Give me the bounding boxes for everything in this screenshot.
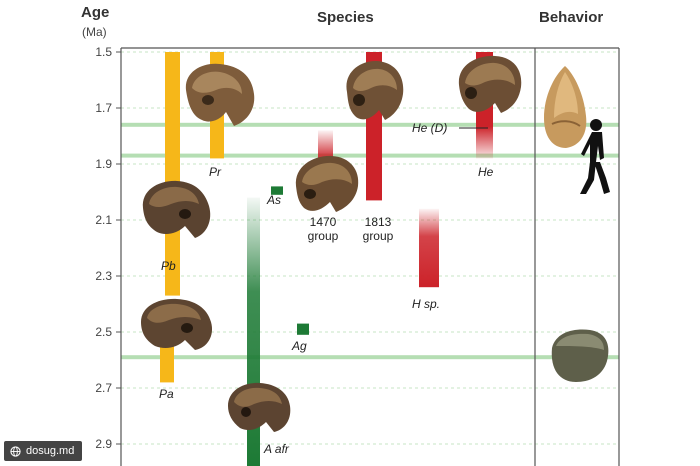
skull-he-icon: [458, 55, 522, 113]
species-bar-ag: [297, 323, 309, 335]
skull-1470-icon: [295, 155, 359, 212]
label-hsp: H sp.: [412, 297, 441, 311]
y-tick-label: 1.7: [95, 101, 112, 115]
label-1813-group: 1813 group: [362, 215, 394, 243]
skull-pr-icon: [185, 63, 255, 126]
age-axis-unit: (Ma): [82, 25, 107, 39]
y-tick-label: 1.5: [95, 45, 112, 59]
species-bar-pb: [165, 52, 180, 296]
hand-axe-icon: [544, 66, 587, 148]
label-aafr: A afr: [264, 442, 289, 456]
skull-aafr-icon: [228, 382, 291, 432]
watermark-badge: dosug.md: [4, 441, 83, 461]
age-axis-title: Age: [81, 4, 110, 21]
label-he: He: [478, 165, 494, 179]
walking-human-icon: [580, 119, 610, 194]
label-pb: Pb: [161, 259, 176, 273]
skull-1813-icon: [346, 60, 404, 120]
y-tick-label: 2.3: [95, 269, 112, 283]
label-he-d: He (D): [412, 121, 448, 135]
species-header: Species: [317, 9, 374, 26]
globe-icon: [10, 445, 21, 457]
stone-core-icon: [551, 329, 609, 382]
species-bar-h-sp-: [419, 208, 439, 288]
watermark-text: dosug.md: [26, 445, 75, 457]
label-ag: Ag: [292, 339, 307, 353]
y-tick-label: 1.9: [95, 157, 112, 171]
label-1470-group: 1470 group: [307, 215, 339, 243]
behavior-header: Behavior: [539, 9, 604, 26]
skull-pb-icon: [142, 180, 211, 238]
species-bar-as: [271, 186, 283, 195]
y-tick-label: 2.5: [95, 325, 112, 339]
y-tick-label: 2.7: [95, 381, 112, 395]
y-tick-label: 2.1: [95, 213, 112, 227]
label-pr: Pr: [209, 165, 221, 179]
skull-pa-icon: [141, 298, 213, 350]
label-pa: Pa: [159, 387, 174, 401]
label-as: As: [267, 193, 282, 207]
y-tick-label: 2.9: [95, 437, 112, 451]
highlight-line: [121, 355, 619, 360]
